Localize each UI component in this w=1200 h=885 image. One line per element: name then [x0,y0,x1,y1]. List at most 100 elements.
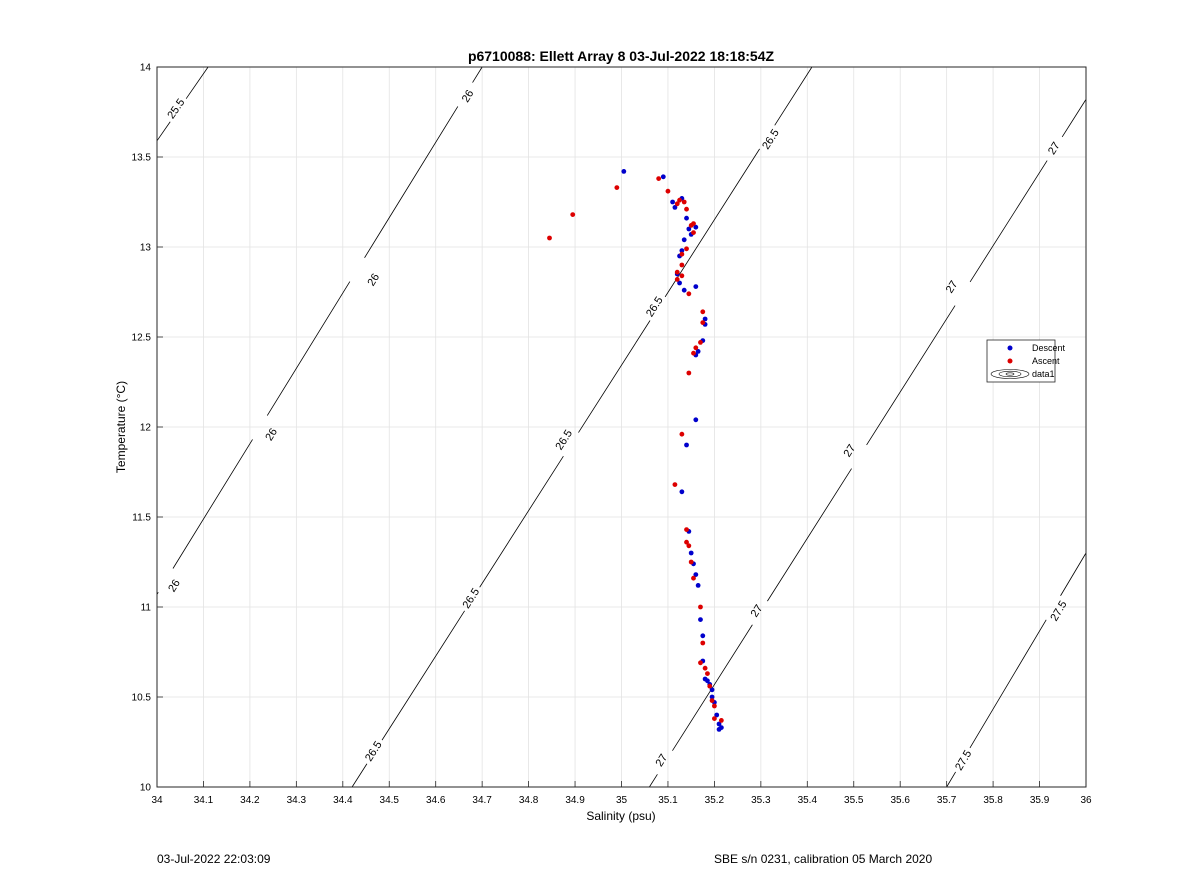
x-tick-label: 35.2 [705,795,725,806]
x-tick-label: 34.9 [565,795,585,806]
y-tick-label: 13 [140,243,152,254]
descent-point [677,280,682,286]
descent-point [679,489,685,495]
ascent-point [547,235,552,241]
ascent-point [679,251,685,257]
contour-label: 27 [944,279,961,296]
legend-label-ascent: Ascent [1032,356,1060,366]
ascent-point [677,197,682,203]
descent-point [695,349,701,354]
legend: Descent Ascent data1 [986,339,1066,383]
contour-label: 26 [166,578,183,595]
x-tick-label: 35.6 [890,795,910,806]
x-tick-label: 34.3 [287,795,307,806]
x-tick-label: 36 [1080,795,1092,806]
ascent-point [614,185,620,191]
y-tick-label: 10 [140,783,152,794]
contour-label: 26 [366,272,383,289]
contour-line-25-5 [156,66,209,142]
x-tick-label: 35.7 [937,795,957,806]
ascent-point [688,223,694,228]
x-tick-label: 35 [616,795,628,806]
footer-timestamp: 03-Jul-2022 22:03:09 [157,852,271,866]
x-tick-label: 34.2 [240,795,260,806]
ascent-point [674,269,680,275]
x-tick-label: 35.4 [798,795,818,806]
contour-label: 26 [460,88,477,105]
descent-point [688,550,694,556]
descent-point [716,721,722,727]
contour-line-26-5 [351,66,813,788]
ascent-point [684,527,689,532]
ascent-point [705,671,710,676]
contour-label: 27 [749,603,766,620]
descent-point [684,215,689,221]
descent-point [681,287,687,293]
y-tick-label: 12.5 [132,333,152,344]
ascent-point [686,291,692,297]
ascent-point [688,559,694,565]
descent-point [705,678,710,684]
footer-calibration: SBE s/n 0231, calibration 05 March 2020 [714,852,933,866]
legend-marker-ascent [1007,358,1013,364]
ascent-point [681,199,687,205]
ascent-point [674,277,680,282]
ascent-point [712,703,717,709]
contour-line-26 [156,66,483,595]
ascent-point [674,201,680,207]
y-tick-label: 11 [141,603,152,614]
descent-point [672,205,678,210]
descent-point [684,442,689,448]
descent-point [693,572,699,577]
x-tick-label: 34.1 [194,795,214,806]
y-axis-label: Temperature (°C) [114,381,128,473]
ascent-point [570,212,576,218]
ascent-point [686,543,692,549]
x-tick-label: 35.5 [844,795,864,806]
ascent-point [684,246,689,252]
descent-point [621,169,627,174]
ascent-point [707,683,713,689]
descent-point [714,712,720,718]
legend-label-descent: Descent [1032,343,1066,353]
grid [157,67,1086,787]
descent-point [670,199,675,205]
y-tick-label: 10.5 [132,693,152,704]
legend-box [986,339,1056,383]
ascent-point [679,262,685,268]
ascent-point [691,350,696,356]
ascent-point [686,370,692,376]
ascent-point [679,431,685,437]
ascent-point [684,206,689,212]
descent-point [695,583,701,588]
contour-line-27-5 [946,552,1087,788]
x-tick-label: 35.8 [983,795,1003,806]
descent-point [693,224,699,230]
x-tick-label: 35.1 [658,795,678,806]
y-tick-label: 13.5 [132,153,152,164]
descent-point [716,727,722,732]
descent-point [700,633,706,639]
ascent-point [672,482,678,487]
ascent-point [656,176,662,182]
descent-point [660,174,666,180]
ascent-point [718,718,724,723]
ascent-point [691,230,696,236]
y-tick-label: 12 [140,423,152,434]
descent-point [686,226,692,232]
ascent-point [684,539,689,545]
descent-point [679,248,685,254]
x-tick-label: 34.7 [472,795,492,806]
ascent-point [679,273,685,279]
data-points [547,169,724,732]
legend-marker-descent [1007,345,1013,351]
x-tick-label: 34.5 [380,795,400,806]
y-tick-label: 11.5 [132,513,151,524]
x-tick-label: 35.3 [751,795,771,806]
density-contours [156,66,1087,788]
contour-label: 26 [263,426,280,443]
ascent-point [698,340,703,345]
contour-legend-icon [990,369,1030,379]
ascent-point [700,309,706,315]
descent-point [681,237,687,243]
